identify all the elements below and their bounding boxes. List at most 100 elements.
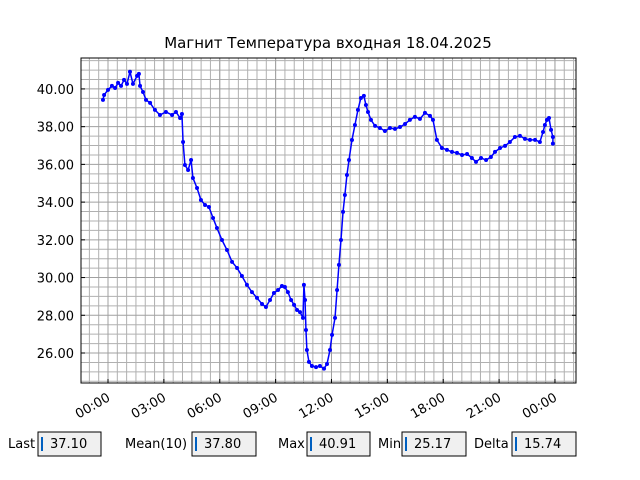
stat-field bbox=[37, 431, 102, 457]
data-point bbox=[412, 114, 417, 119]
data-point bbox=[306, 359, 311, 364]
data-point bbox=[178, 115, 183, 120]
data-point bbox=[358, 95, 363, 100]
data-point bbox=[541, 129, 546, 134]
stat-label: Last bbox=[8, 437, 35, 452]
x-tick-label: 15:00 bbox=[352, 390, 392, 422]
stat-label: Min bbox=[378, 437, 401, 452]
data-point bbox=[249, 290, 254, 295]
data-point bbox=[314, 365, 319, 370]
data-point bbox=[352, 122, 357, 127]
data-point bbox=[403, 122, 408, 127]
data-point bbox=[427, 113, 432, 118]
x-tick-label: 09:00 bbox=[241, 390, 281, 422]
data-point bbox=[361, 93, 366, 98]
y-tick-label: 34.00 bbox=[37, 196, 74, 211]
data-point bbox=[473, 159, 478, 164]
data-point bbox=[239, 274, 244, 279]
data-point bbox=[317, 364, 322, 369]
data-point bbox=[214, 225, 219, 230]
data-point bbox=[292, 302, 297, 307]
data-point bbox=[346, 158, 351, 163]
data-point bbox=[498, 145, 503, 150]
data-point bbox=[387, 125, 392, 130]
data-point bbox=[460, 152, 465, 157]
data-point bbox=[148, 100, 153, 105]
data-point bbox=[271, 291, 276, 296]
y-tick-label: 38.00 bbox=[37, 121, 74, 136]
data-point bbox=[309, 364, 314, 369]
data-point bbox=[190, 175, 195, 180]
data-point bbox=[449, 149, 454, 154]
y-tick-label: 32.00 bbox=[37, 234, 74, 249]
data-point bbox=[439, 145, 444, 150]
data-point bbox=[327, 347, 332, 352]
plot-frame bbox=[80, 57, 577, 384]
data-point bbox=[189, 158, 194, 163]
y-tick-label: 26.00 bbox=[37, 347, 74, 362]
data-point bbox=[355, 107, 360, 112]
data-point bbox=[276, 288, 281, 293]
data-point bbox=[235, 265, 240, 270]
data-point bbox=[268, 298, 273, 303]
data-point bbox=[186, 168, 191, 173]
data-point bbox=[260, 301, 265, 306]
data-point bbox=[417, 116, 422, 121]
data-point bbox=[301, 282, 306, 287]
y-tick-label: 40.00 bbox=[37, 83, 74, 98]
data-point bbox=[303, 298, 308, 303]
x-tick-label: 00:00 bbox=[520, 390, 560, 422]
data-point bbox=[298, 310, 303, 315]
data-point bbox=[338, 238, 343, 243]
data-point bbox=[244, 282, 249, 287]
data-point bbox=[341, 209, 346, 214]
data-point bbox=[136, 71, 141, 76]
data-point bbox=[434, 137, 439, 142]
data-point bbox=[289, 298, 294, 303]
data-point bbox=[285, 290, 290, 295]
data-point bbox=[330, 332, 335, 337]
data-point bbox=[141, 89, 146, 94]
data-point bbox=[182, 162, 187, 167]
data-point bbox=[335, 288, 340, 293]
data-point bbox=[522, 136, 527, 141]
data-point bbox=[100, 97, 105, 102]
stat-field bbox=[401, 431, 467, 457]
x-tick-label: 00:00 bbox=[73, 390, 113, 422]
stat-label: Delta bbox=[474, 437, 509, 452]
data-point bbox=[512, 135, 517, 140]
data-point bbox=[465, 152, 470, 157]
data-point bbox=[138, 83, 143, 88]
data-point bbox=[300, 315, 305, 320]
data-point bbox=[407, 117, 412, 122]
data-point bbox=[254, 295, 259, 300]
data-point bbox=[304, 347, 309, 352]
data-point bbox=[219, 238, 224, 243]
data-point bbox=[454, 150, 459, 155]
data-point bbox=[181, 139, 186, 144]
data-point bbox=[533, 137, 538, 142]
data-point bbox=[349, 138, 354, 143]
data-point bbox=[382, 128, 387, 133]
data-point bbox=[542, 122, 547, 127]
data-point bbox=[195, 185, 200, 190]
y-tick-label: 30.00 bbox=[37, 272, 74, 287]
data-point bbox=[102, 92, 107, 97]
data-point bbox=[152, 107, 157, 112]
data-point bbox=[122, 77, 127, 82]
data-point bbox=[479, 155, 484, 160]
data-point bbox=[203, 202, 208, 207]
data-point bbox=[503, 143, 508, 148]
data-point bbox=[363, 102, 368, 107]
data-point bbox=[106, 87, 111, 92]
data-point bbox=[517, 133, 522, 138]
data-point bbox=[392, 126, 397, 131]
data-point bbox=[507, 139, 512, 144]
stat-label: Mean(10) bbox=[125, 437, 187, 452]
data-point bbox=[113, 85, 118, 90]
stat-value: 15.74 bbox=[524, 437, 561, 452]
data-point bbox=[170, 112, 175, 117]
stat-field bbox=[511, 431, 577, 457]
data-point bbox=[373, 123, 378, 128]
